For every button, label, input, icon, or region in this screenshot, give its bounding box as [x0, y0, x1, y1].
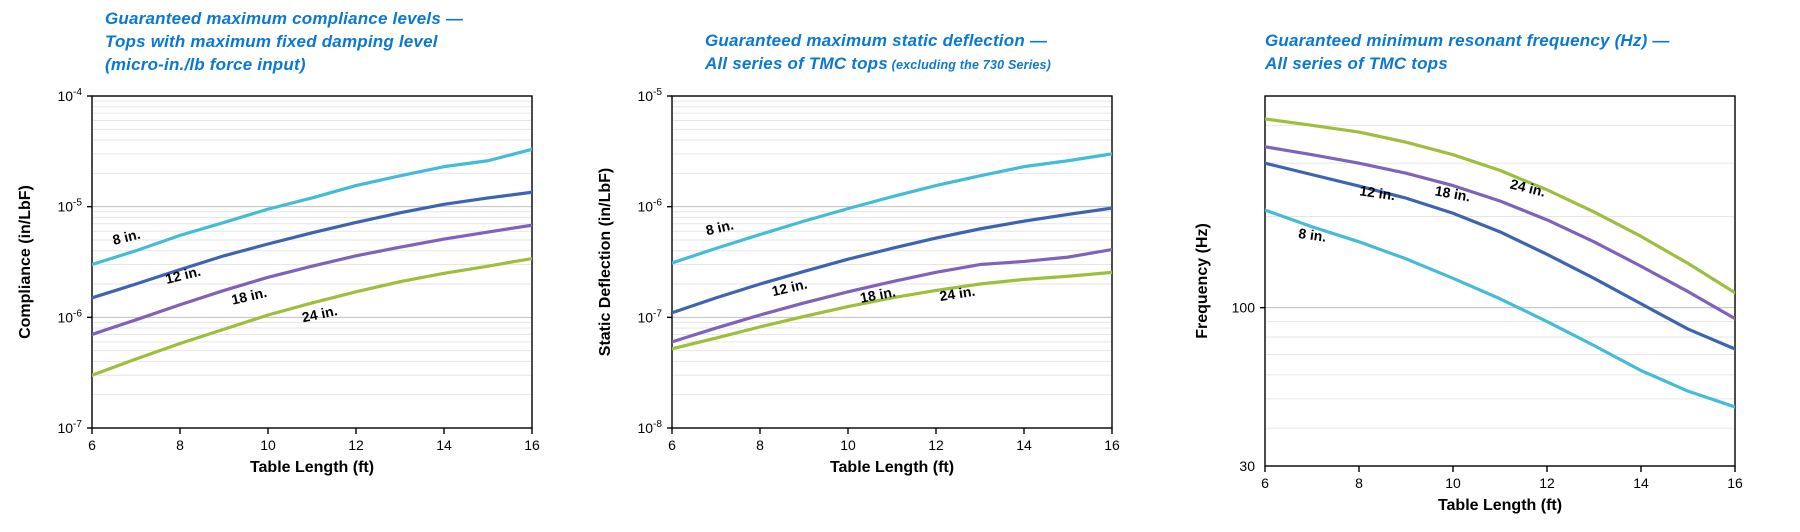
svg-text:10: 10 — [260, 437, 276, 453]
y-axis-label: Compliance (in/LbF) — [17, 185, 34, 339]
series-8-in- — [672, 154, 1112, 263]
series-label: 24 in. — [1509, 176, 1548, 200]
chart-svg-compliance: 10-710-610-510-468101214168 in.12 in.18 … — [10, 0, 590, 532]
svg-text:30: 30 — [1239, 458, 1255, 474]
svg-text:8: 8 — [756, 437, 764, 453]
svg-text:10-7: 10-7 — [637, 308, 662, 325]
y-axis-label: Static Deflection (in/LbF) — [597, 168, 614, 356]
svg-text:8: 8 — [1355, 475, 1363, 491]
series-8-in- — [1265, 210, 1735, 407]
x-axis-label: Table Length (ft) — [1438, 497, 1562, 514]
series-label: 8 in. — [704, 216, 735, 238]
svg-text:14: 14 — [1633, 475, 1649, 491]
svg-text:14: 14 — [1016, 437, 1032, 453]
svg-text:10-6: 10-6 — [637, 198, 662, 215]
svg-text:10-5: 10-5 — [57, 198, 82, 215]
series-label: 8 in. — [111, 226, 142, 248]
chart-panel-deflection: Guaranteed maximum static deflection —Al… — [590, 0, 1170, 532]
svg-text:6: 6 — [1261, 475, 1269, 491]
svg-text:16: 16 — [524, 437, 540, 453]
svg-text:10-5: 10-5 — [637, 87, 662, 104]
chart-title-compliance: Guaranteed maximum compliance levels —To… — [105, 8, 463, 77]
chart-svg-frequency: 100 30 6 8 10 12 14 16 8 in. 12 in. 18 in. 24 in. Ta… — [1170, 0, 1790, 532]
svg-text:12: 12 — [1539, 475, 1555, 491]
svg-text:10-8: 10-8 — [637, 419, 662, 436]
svg-text:6: 6 — [668, 437, 676, 453]
chart-panel-frequency: Guaranteed minimum resonant frequency (H… — [1170, 0, 1790, 532]
x-axis-label: Table Length (ft) — [830, 459, 954, 476]
chart-title-deflection: Guaranteed maximum static deflection —Al… — [705, 30, 1051, 76]
svg-text:16: 16 — [1104, 437, 1120, 453]
svg-text:10: 10 — [840, 437, 856, 453]
series-label: 12 in. — [1359, 182, 1397, 203]
svg-text:14: 14 — [436, 437, 452, 453]
series-24-in- — [1265, 119, 1735, 293]
y-axis-label: Frequency (Hz) — [1194, 223, 1211, 339]
chart-svg-deflection: 10-810-710-610-568101214168 in.12 in.18 … — [590, 0, 1170, 532]
svg-text:12: 12 — [928, 437, 944, 453]
svg-text:10-6: 10-6 — [57, 308, 82, 325]
series-label: 18 in. — [1434, 182, 1472, 204]
svg-text:8: 8 — [176, 437, 184, 453]
svg-text:6: 6 — [88, 437, 96, 453]
chart-title-frequency: Guaranteed minimum resonant frequency (H… — [1265, 30, 1670, 76]
x-axis-label: Table Length (ft) — [250, 459, 374, 476]
svg-text:10-7: 10-7 — [57, 419, 82, 436]
svg-text:10-4: 10-4 — [57, 87, 82, 104]
chart-panel-compliance: Guaranteed maximum compliance levels —To… — [10, 0, 590, 532]
svg-text:12: 12 — [348, 437, 364, 453]
svg-text:10: 10 — [1445, 475, 1461, 491]
series-label: 8 in. — [1297, 225, 1327, 245]
series-12-in- — [92, 192, 532, 298]
series-label: 12 in. — [164, 263, 203, 287]
svg-text:100: 100 — [1232, 300, 1256, 316]
series-label: 24 in. — [938, 283, 976, 304]
svg-text:16: 16 — [1727, 475, 1743, 491]
